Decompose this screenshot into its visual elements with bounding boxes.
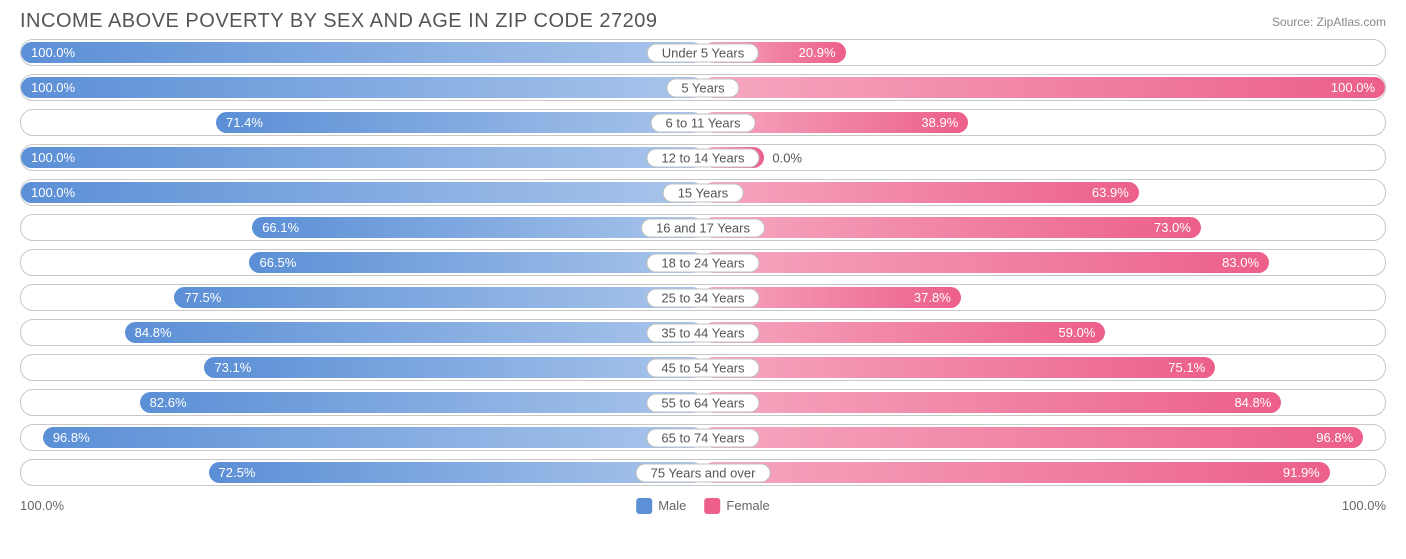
chart-row: 100.0% 63.9% 15 Years xyxy=(20,179,1386,206)
male-value: 82.6% xyxy=(150,395,187,410)
female-bar: 75.1% xyxy=(703,357,1215,378)
male-value: 71.4% xyxy=(226,115,263,130)
category-label: 15 Years xyxy=(663,183,744,202)
male-bar: 100.0% xyxy=(21,182,703,203)
male-bar: 84.8% xyxy=(125,322,703,343)
chart-row: 72.5% 91.9% 75 Years and over xyxy=(20,459,1386,486)
male-bar: 82.6% xyxy=(140,392,703,413)
chart-row: 84.8% 59.0% 35 to 44 Years xyxy=(20,319,1386,346)
female-value: 83.0% xyxy=(1222,255,1259,270)
category-label: 6 to 11 Years xyxy=(651,113,756,132)
female-value: 59.0% xyxy=(1059,325,1096,340)
female-bar: 96.8% xyxy=(703,427,1363,448)
male-bar: 72.5% xyxy=(209,462,703,483)
male-bar: 77.5% xyxy=(174,287,703,308)
female-bar: 59.0% xyxy=(703,322,1105,343)
chart-row: 66.5% 83.0% 18 to 24 Years xyxy=(20,249,1386,276)
category-label: 12 to 14 Years xyxy=(646,148,759,167)
legend-item-male: Male xyxy=(636,498,686,514)
male-value: 77.5% xyxy=(184,290,221,305)
male-value: 96.8% xyxy=(53,430,90,445)
male-bar: 73.1% xyxy=(204,357,703,378)
male-value: 100.0% xyxy=(31,45,75,60)
female-swatch-icon xyxy=(704,498,720,514)
category-label: 18 to 24 Years xyxy=(646,253,759,272)
chart-footer: 100.0% Male Female 100.0% xyxy=(0,494,1406,513)
female-bar: 73.0% xyxy=(703,217,1201,238)
category-label: 25 to 34 Years xyxy=(646,288,759,307)
chart-row: 100.0% 20.9% Under 5 Years xyxy=(20,39,1386,66)
legend: Male Female xyxy=(636,498,770,514)
male-bar: 66.1% xyxy=(252,217,703,238)
female-value: 84.8% xyxy=(1234,395,1271,410)
category-label: 75 Years and over xyxy=(636,463,771,482)
female-value: 63.9% xyxy=(1092,185,1129,200)
axis-label-left: 100.0% xyxy=(20,498,64,513)
female-bar: 84.8% xyxy=(703,392,1281,413)
chart-area: 100.0% 20.9% Under 5 Years 100.0% 100.0% 5 Ye… xyxy=(0,39,1406,486)
female-bar: 100.0% xyxy=(703,77,1385,98)
male-value: 100.0% xyxy=(31,80,75,95)
female-value: 75.1% xyxy=(1168,360,1205,375)
male-bar: 66.5% xyxy=(249,252,703,273)
female-value: 91.9% xyxy=(1283,465,1320,480)
chart-row: 71.4% 38.9% 6 to 11 Years xyxy=(20,109,1386,136)
female-bar: 63.9% xyxy=(703,182,1139,203)
category-label: Under 5 Years xyxy=(647,43,759,62)
chart-row: 100.0% 100.0% 5 Years xyxy=(20,74,1386,101)
category-label: 35 to 44 Years xyxy=(646,323,759,342)
legend-item-female: Female xyxy=(704,498,769,514)
female-bar: 83.0% xyxy=(703,252,1269,273)
male-value: 100.0% xyxy=(31,150,75,165)
male-value: 73.1% xyxy=(214,360,251,375)
male-bar: 100.0% xyxy=(21,42,703,63)
chart-source: Source: ZipAtlas.com xyxy=(1272,15,1386,29)
chart-row: 66.1% 73.0% 16 and 17 Years xyxy=(20,214,1386,241)
female-value: 38.9% xyxy=(921,115,958,130)
chart-title: INCOME ABOVE POVERTY BY SEX AND AGE IN Z… xyxy=(20,10,657,33)
male-bar: 100.0% xyxy=(21,77,703,98)
axis-label-right: 100.0% xyxy=(1342,498,1386,513)
male-value: 66.5% xyxy=(259,255,296,270)
male-swatch-icon xyxy=(636,498,652,514)
female-value: 20.9% xyxy=(799,45,836,60)
female-value: 96.8% xyxy=(1316,430,1353,445)
male-value: 66.1% xyxy=(262,220,299,235)
male-bar: 96.8% xyxy=(43,427,703,448)
female-value: 0.0% xyxy=(772,150,802,165)
female-bar: 91.9% xyxy=(703,462,1330,483)
category-label: 5 Years xyxy=(666,78,739,97)
male-value: 72.5% xyxy=(219,465,256,480)
male-value: 100.0% xyxy=(31,185,75,200)
category-label: 55 to 64 Years xyxy=(646,393,759,412)
chart-header: INCOME ABOVE POVERTY BY SEX AND AGE IN Z… xyxy=(0,0,1406,39)
chart-row: 77.5% 37.8% 25 to 34 Years xyxy=(20,284,1386,311)
chart-row: 82.6% 84.8% 55 to 64 Years xyxy=(20,389,1386,416)
male-bar: 71.4% xyxy=(216,112,703,133)
male-value: 84.8% xyxy=(135,325,172,340)
female-value: 73.0% xyxy=(1154,220,1191,235)
legend-label-female: Female xyxy=(726,498,769,513)
male-bar: 100.0% xyxy=(21,147,703,168)
chart-row: 73.1% 75.1% 45 to 54 Years xyxy=(20,354,1386,381)
female-value: 37.8% xyxy=(914,290,951,305)
chart-row: 100.0% 0.0% 12 to 14 Years xyxy=(20,144,1386,171)
female-value: 100.0% xyxy=(1331,80,1375,95)
category-label: 65 to 74 Years xyxy=(646,428,759,447)
category-label: 45 to 54 Years xyxy=(646,358,759,377)
category-label: 16 and 17 Years xyxy=(641,218,765,237)
chart-row: 96.8% 96.8% 65 to 74 Years xyxy=(20,424,1386,451)
legend-label-male: Male xyxy=(658,498,686,513)
